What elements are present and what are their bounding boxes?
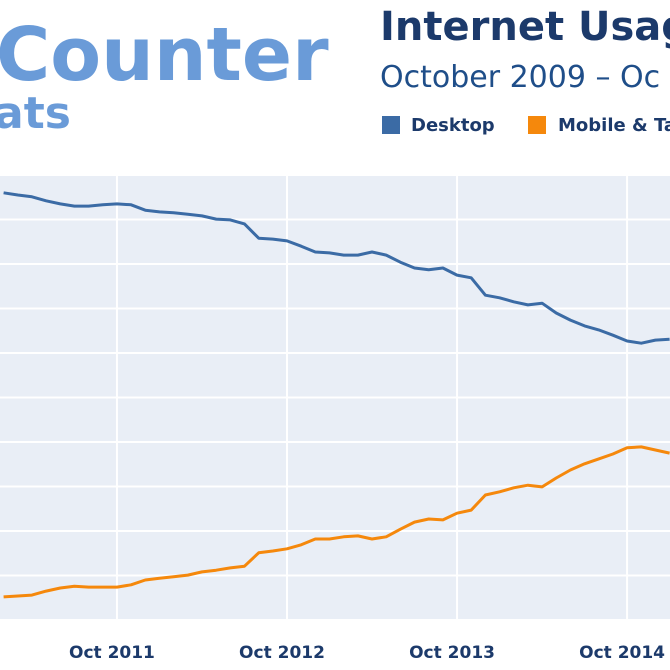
- series-line: [3, 191, 670, 345]
- x-tick-label: Oct 2014: [579, 643, 665, 663]
- x-tick-label: Oct 2011: [69, 643, 155, 663]
- legend-label: Mobile & Ta: [558, 115, 670, 136]
- logo-text: Counter: [0, 12, 329, 98]
- series-line: [3, 445, 670, 599]
- legend-label: Desktop: [411, 115, 495, 136]
- x-tick-label: Oct 2012: [239, 643, 325, 663]
- logo-text: ats: [0, 88, 71, 139]
- legend-swatch: [382, 116, 400, 134]
- chart-subtitle: October 2009 – Oc: [380, 60, 660, 95]
- x-tick-label: Oct 2013: [409, 643, 495, 663]
- chart-title: Internet Usag: [380, 4, 670, 50]
- legend-swatch: [528, 116, 546, 134]
